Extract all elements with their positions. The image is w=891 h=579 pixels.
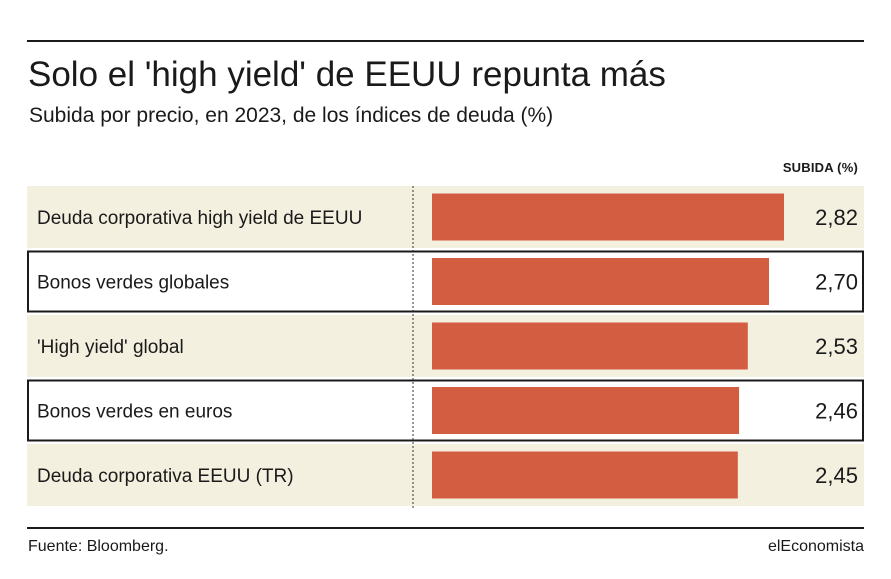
bottom-rule	[27, 527, 864, 529]
bar	[432, 451, 738, 499]
bars	[432, 193, 784, 499]
chart-title: Solo el 'high yield' de EEUU repunta más	[28, 55, 666, 94]
category-label: Bonos verdes en euros	[37, 402, 232, 423]
highlight-frames	[27, 250, 864, 442]
bar	[432, 258, 770, 305]
value-label: 2,53	[815, 334, 858, 359]
category-label: Deuda corporativa EEUU (TR)	[37, 466, 294, 487]
category-labels: Deuda corporativa high yield de EEUU Bono…	[37, 208, 362, 487]
highlight-frame	[27, 250, 864, 313]
top-rule	[27, 40, 864, 42]
value-labels: 2,82 2,70 2,53 2,46 2,45	[815, 205, 858, 488]
value-label: 2,70	[815, 270, 858, 295]
bar	[432, 387, 740, 434]
bar	[432, 322, 748, 370]
value-label: 2,82	[815, 205, 858, 230]
value-label: 2,45	[815, 463, 858, 488]
chart-subtitle: Subida por precio, en 2023, de los índic…	[29, 104, 554, 127]
value-label: 2,46	[815, 399, 858, 424]
category-label: Deuda corporativa high yield de EEUU	[37, 208, 362, 229]
category-label: Bonos verdes globales	[37, 273, 229, 294]
brand-logo: elEconomista	[767, 538, 864, 555]
bar	[432, 193, 784, 241]
highlight-frame	[27, 379, 864, 442]
source-note: Fuente: Bloomberg.	[28, 538, 169, 555]
column-header: SUBIDA (%)	[782, 160, 858, 175]
category-label: 'High yield' global	[37, 337, 184, 358]
